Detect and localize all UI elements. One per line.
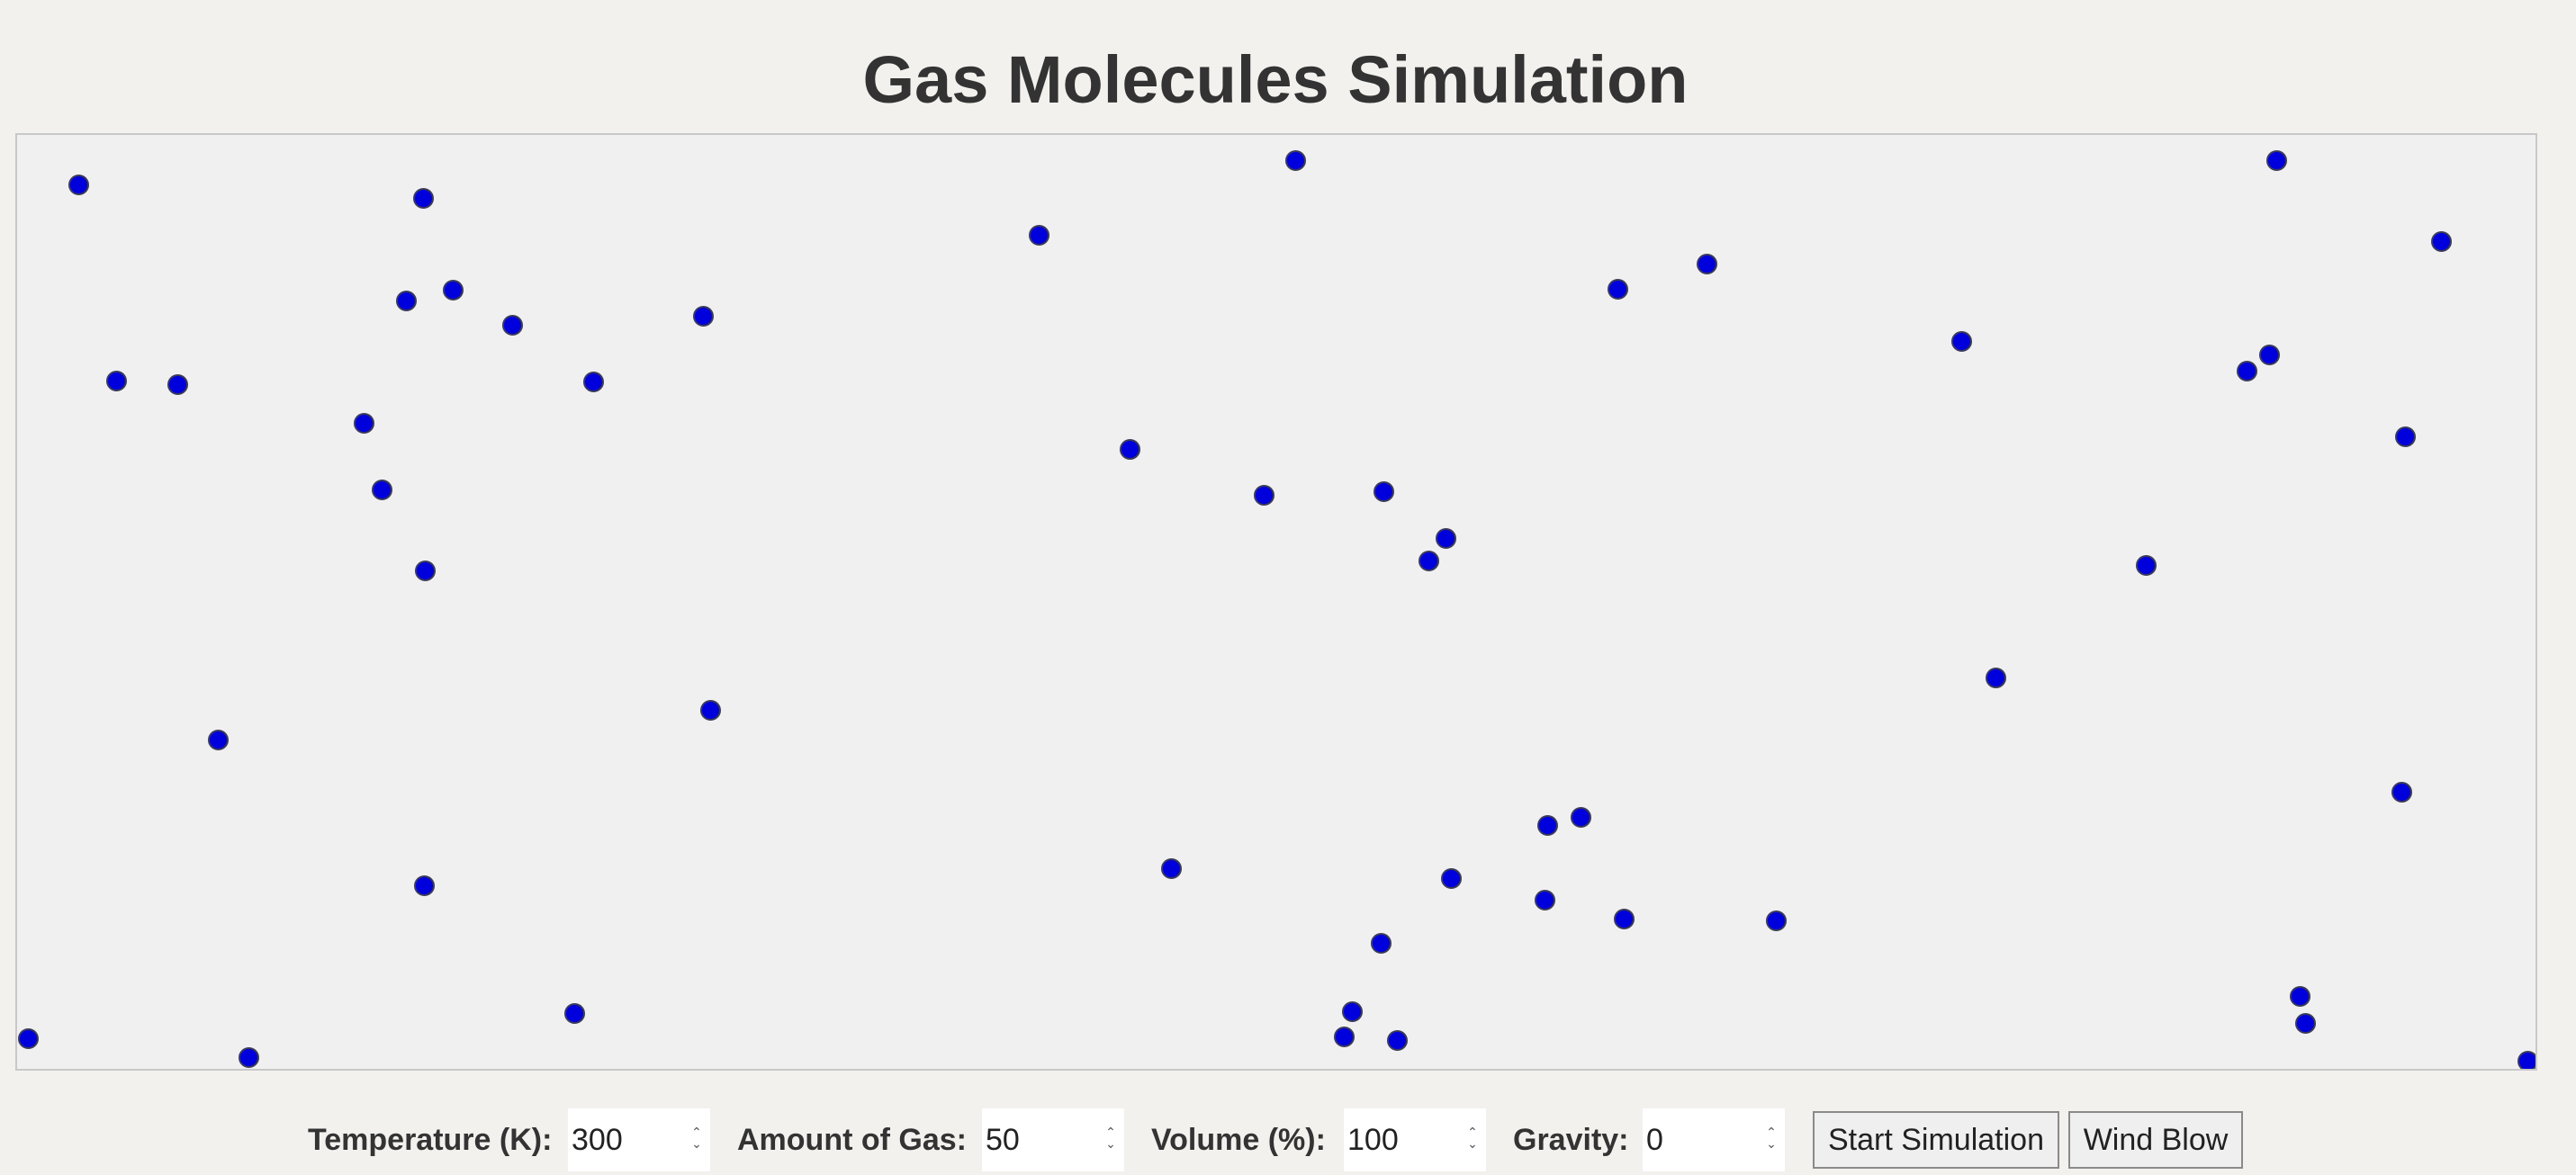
start-simulation-button[interactable]: Start Simulation	[1813, 1111, 2059, 1169]
simulation-canvas	[15, 133, 2537, 1071]
gas-molecule	[167, 373, 188, 395]
gas-molecule	[1534, 889, 1555, 910]
wind-blow-button[interactable]: Wind Blow	[2068, 1111, 2243, 1169]
gas-molecule	[17, 1027, 39, 1049]
gas-molecule	[1386, 1029, 1408, 1051]
gas-molecule	[2517, 1050, 2535, 1069]
gas-molecule	[1160, 857, 1182, 879]
gas-molecule	[1613, 908, 1635, 929]
gas-molecule	[2258, 344, 2280, 365]
amount-label: Amount of Gas:	[737, 1123, 967, 1157]
gas-molecule	[2289, 985, 2310, 1007]
gas-molecule	[1253, 484, 1274, 506]
gas-molecule	[105, 370, 127, 391]
gas-molecule	[1341, 1000, 1363, 1022]
gravity-input[interactable]: 0 ⌃ ⌄	[1643, 1108, 1785, 1171]
gas-molecule	[2265, 149, 2287, 171]
gas-molecule	[501, 314, 523, 336]
gas-molecule	[1440, 867, 1462, 889]
spinner-icon[interactable]: ⌃ ⌄	[1467, 1125, 1478, 1151]
volume-label: Volume (%):	[1151, 1123, 1326, 1157]
gas-molecule	[1028, 224, 1049, 246]
gas-molecule	[2135, 554, 2157, 576]
gas-molecule	[1370, 932, 1392, 954]
spinner-icon[interactable]: ⌃ ⌄	[1766, 1125, 1777, 1151]
gas-molecule	[1373, 480, 1394, 502]
gas-molecule	[1536, 814, 1558, 836]
gas-molecule	[699, 699, 721, 721]
gas-molecule	[1119, 438, 1140, 460]
gas-molecule	[442, 279, 464, 300]
gas-molecule	[1950, 330, 1972, 352]
gas-molecule	[2430, 230, 2452, 252]
gas-molecule	[582, 371, 604, 392]
gas-molecule	[1418, 550, 1439, 571]
gas-molecule	[414, 560, 436, 581]
gas-molecule	[2394, 426, 2416, 447]
amount-value: 50	[986, 1123, 1020, 1157]
gas-molecule	[68, 174, 89, 195]
gas-molecule	[692, 305, 714, 327]
volume-value: 100	[1347, 1123, 1399, 1157]
gas-molecule	[1570, 806, 1591, 828]
gas-molecule	[371, 479, 392, 500]
temperature-label: Temperature (K):	[308, 1123, 553, 1157]
gas-molecule	[2236, 360, 2257, 381]
gravity-value: 0	[1646, 1123, 1663, 1157]
gravity-label: Gravity:	[1513, 1123, 1629, 1157]
gas-molecule	[412, 187, 434, 209]
gas-molecule	[413, 875, 435, 896]
gas-molecule	[2294, 1012, 2316, 1034]
gas-molecule	[1435, 527, 1456, 549]
gas-molecule	[563, 1002, 585, 1024]
gas-molecule	[1765, 910, 1787, 931]
spinner-icon[interactable]: ⌃ ⌄	[1105, 1125, 1116, 1151]
controls-bar: Temperature (K): 300 ⌃ ⌄ Amount of Gas: 5…	[0, 1108, 2576, 1175]
gas-molecule	[1607, 278, 1628, 300]
gas-molecule	[395, 290, 417, 311]
gas-molecule	[1284, 149, 1306, 171]
spinner-icon[interactable]: ⌃ ⌄	[691, 1125, 702, 1151]
page-title: Gas Molecules Simulation	[862, 42, 1689, 117]
gas-molecule	[1696, 253, 1717, 274]
amount-input[interactable]: 50 ⌃ ⌄	[982, 1108, 1124, 1171]
temperature-value: 300	[572, 1123, 623, 1157]
gas-molecule	[1985, 667, 2006, 688]
temperature-input[interactable]: 300 ⌃ ⌄	[568, 1108, 710, 1171]
gas-molecule	[353, 412, 374, 434]
gas-molecule	[238, 1046, 259, 1068]
volume-input[interactable]: 100 ⌃ ⌄	[1344, 1108, 1486, 1171]
gas-molecule	[2391, 781, 2412, 803]
gas-molecule	[1333, 1026, 1355, 1047]
gas-molecule	[207, 729, 229, 750]
